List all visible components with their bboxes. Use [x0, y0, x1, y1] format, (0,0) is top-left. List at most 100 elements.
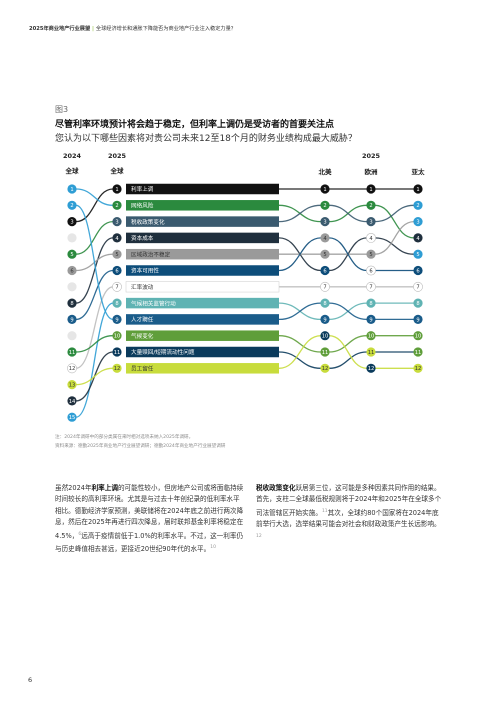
- rank-2024-10-dot: [67, 331, 77, 341]
- report-tagline: 全球经济增长和通胀下降能否为商业地产行业注入稳定力量？: [95, 26, 236, 32]
- asia_pacific-rank-6-label: 6: [416, 268, 419, 274]
- col-2025-region: 全球: [110, 167, 124, 175]
- north_america-rank-11: 11: [320, 347, 330, 357]
- factor-label-7: 汇率波动: [131, 283, 154, 291]
- factor-label-2: 网络风险: [131, 202, 154, 210]
- rank-2025-4-dot: [112, 233, 122, 243]
- europe-rank-12-label: 12: [368, 366, 375, 372]
- rank-2024-12-label: 12: [69, 366, 76, 372]
- asia_pacific-rank-2-label: 2: [416, 203, 419, 209]
- asia_pacific-rank-5: 5: [413, 249, 423, 259]
- rank-2024-1-dot: [67, 184, 77, 194]
- rank-2024-7: [67, 282, 77, 292]
- link-asia_pacific-3: [374, 204, 415, 223]
- europe-rank-9: 9: [366, 314, 376, 324]
- right-text: 跃居第三位，这可能是多种因素共同作用的结果。首先，支柱二全球最低税规则将于202…: [256, 484, 442, 517]
- europe-rank-10-label: 10: [368, 334, 375, 340]
- north_america-rank-11-dot: [320, 347, 330, 357]
- asia_pacific-rank-11-dot: [413, 347, 423, 357]
- north_america-rank-1: 1: [320, 184, 330, 194]
- rank-2024-5-dot: [67, 249, 77, 259]
- north_america-rank-5-dot: [320, 249, 330, 259]
- europe-rank-11-label: 11: [368, 350, 375, 356]
- factor-label-5: 区域政治不稳定: [131, 250, 171, 258]
- link-asia_pacific-2: [374, 204, 415, 239]
- north_america-rank-8: 8: [320, 298, 330, 308]
- north_america-rank-7-label: 7: [323, 285, 326, 291]
- asia_pacific-rank-7-label: 7: [416, 285, 419, 291]
- north_america-rank-10-label: 10: [322, 334, 329, 340]
- europe-rank-8: 8: [366, 298, 376, 308]
- report-title: 2025年商业地产行业展望: [29, 26, 91, 32]
- factor-bar-12: [126, 363, 279, 374]
- asia_pacific-rank-5-label: 5: [416, 252, 419, 258]
- north_america-rank-2-label: 2: [323, 203, 326, 209]
- link-2024-2025-4: [75, 237, 114, 304]
- factor-label-9: 人才聘任: [131, 316, 154, 324]
- rank-2024-14-dot: [67, 396, 77, 406]
- rank-2025-7: 7: [112, 281, 122, 292]
- rank-2024-2-dot: [67, 200, 77, 210]
- factor-label-6: 资本可用性: [131, 267, 159, 275]
- rank-2024-1: 1: [67, 184, 77, 194]
- link-2024-2025-9: [75, 204, 114, 321]
- north_america-rank-2-dot: [320, 200, 330, 210]
- rank-2025-11: 11: [112, 347, 122, 357]
- north_america-rank-7: 7: [320, 281, 330, 292]
- europe-rank-6-label: 6: [369, 268, 372, 274]
- asia_pacific-rank-10-label: 10: [415, 334, 422, 340]
- europe-rank-6-dot: [366, 265, 376, 276]
- north_america-rank-9-label: 9: [323, 317, 326, 323]
- link-2024-2025-8: [75, 302, 114, 418]
- factor-bar-3: [126, 216, 279, 227]
- north_america-rank-9-dot: [320, 314, 330, 324]
- europe-rank-11-dot: [366, 347, 376, 357]
- factor-label-11: 大量赎回/短期流动性问题: [131, 348, 195, 356]
- north_america-rank-9: 9: [320, 314, 330, 324]
- rank-2024-9: 9: [67, 314, 77, 324]
- rank-2024-3-dot: [67, 217, 77, 227]
- col-europe: 欧洲: [364, 168, 378, 176]
- rank-2024-13-label: 13: [69, 383, 76, 389]
- rank-2024-11-dot: [67, 347, 77, 357]
- asia_pacific-rank-4-dot: [413, 233, 423, 243]
- europe-rank-12-dot: [366, 363, 376, 373]
- link-north_america-11: [278, 351, 322, 369]
- figure-subtitle: 您认为以下哪些因素将对贵公司未来12至18个月的财务业绩构成最大威胁？: [55, 134, 357, 144]
- asia_pacific-rank-11-label: 11: [415, 350, 422, 356]
- factor-bar-11: [126, 346, 279, 358]
- asia_pacific-rank-3-dot: [413, 217, 423, 227]
- rank-2024-8-dot: [67, 298, 77, 308]
- europe-rank-1-label: 1: [369, 187, 372, 193]
- north_america-rank-10: 10: [320, 331, 330, 341]
- left-text: 的可能性较小，但房地产公司或将面临持续时间较长的高利率环境。尤其是与过去十年创纪…: [55, 484, 244, 540]
- asia_pacific-rank-8-dot: [413, 298, 423, 308]
- rank-2025-12-dot: [112, 363, 122, 373]
- col-asia-pacific: 亚太: [411, 168, 425, 176]
- rank-2025-10-dot: [112, 331, 122, 341]
- asia_pacific-rank-10: 10: [413, 331, 423, 341]
- europe-rank-7: 7: [366, 281, 376, 292]
- north_america-rank-10-dot: [320, 331, 330, 341]
- asia_pacific-rank-8: 8: [413, 298, 423, 308]
- factor-bar-7: [125, 281, 280, 293]
- rank-2024-4-dot: [67, 233, 77, 243]
- rank-2024-6-label: 6: [70, 268, 73, 274]
- asia_pacific-rank-9: 9: [413, 314, 423, 324]
- figure-title: 尽管利率环境预计将会趋于稳定，但利率上调仍是受访者的首要关注点: [55, 120, 335, 130]
- rank-2025-3-label: 3: [115, 220, 118, 226]
- rank-2024-12: 12: [67, 363, 77, 374]
- asia_pacific-rank-9-label: 9: [416, 317, 419, 323]
- north_america-rank-5-label: 5: [323, 252, 326, 258]
- factor-bar-4: [126, 232, 279, 244]
- asia_pacific-rank-12: 12: [413, 363, 423, 373]
- rank-2025-6-label: 6: [115, 268, 118, 274]
- rank-2024-14-label: 14: [69, 399, 76, 405]
- left-ref-1: 6: [78, 531, 82, 537]
- europe-rank-3-label: 3: [369, 220, 372, 226]
- asia_pacific-rank-6-dot: [413, 265, 423, 276]
- north_america-rank-6-label: 6: [323, 268, 326, 274]
- rank-2024-2-label: 2: [70, 203, 73, 209]
- rank-2025-8-dot: [112, 298, 122, 308]
